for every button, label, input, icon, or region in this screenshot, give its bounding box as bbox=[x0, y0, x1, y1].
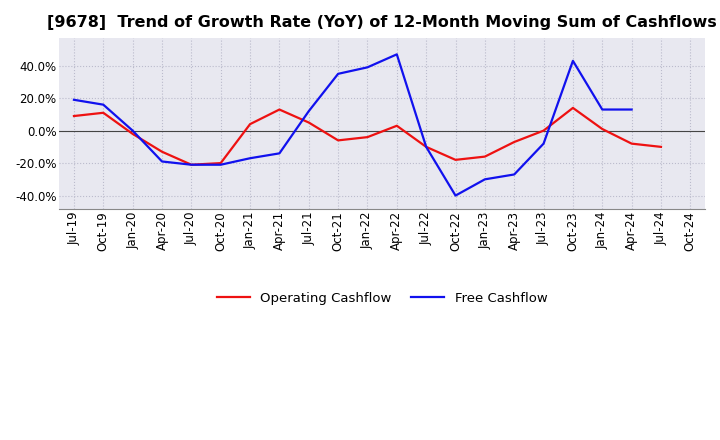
Operating Cashflow bbox=[451, 157, 460, 162]
Operating Cashflow bbox=[246, 121, 254, 127]
Operating Cashflow bbox=[128, 131, 137, 136]
Free Cashflow bbox=[305, 109, 313, 114]
Operating Cashflow bbox=[217, 161, 225, 166]
Operating Cashflow bbox=[539, 128, 548, 133]
Free Cashflow bbox=[334, 71, 343, 77]
Free Cashflow bbox=[627, 107, 636, 112]
Free Cashflow bbox=[539, 141, 548, 146]
Operating Cashflow bbox=[70, 114, 78, 119]
Operating Cashflow bbox=[422, 144, 431, 150]
Free Cashflow bbox=[569, 58, 577, 63]
Free Cashflow bbox=[510, 172, 518, 177]
Free Cashflow bbox=[187, 162, 196, 167]
Free Cashflow bbox=[422, 144, 431, 150]
Operating Cashflow bbox=[480, 154, 489, 159]
Legend: Operating Cashflow, Free Cashflow: Operating Cashflow, Free Cashflow bbox=[212, 287, 553, 310]
Operating Cashflow bbox=[275, 107, 284, 112]
Operating Cashflow bbox=[510, 139, 518, 145]
Operating Cashflow bbox=[334, 138, 343, 143]
Title: [9678]  Trend of Growth Rate (YoY) of 12-Month Moving Sum of Cashflows: [9678] Trend of Growth Rate (YoY) of 12-… bbox=[48, 15, 717, 30]
Free Cashflow bbox=[246, 156, 254, 161]
Free Cashflow bbox=[217, 162, 225, 167]
Free Cashflow bbox=[275, 151, 284, 156]
Free Cashflow bbox=[451, 193, 460, 198]
Operating Cashflow bbox=[305, 120, 313, 125]
Operating Cashflow bbox=[657, 144, 665, 150]
Line: Operating Cashflow: Operating Cashflow bbox=[74, 108, 661, 165]
Free Cashflow bbox=[363, 65, 372, 70]
Operating Cashflow bbox=[598, 126, 606, 132]
Free Cashflow bbox=[598, 107, 606, 112]
Free Cashflow bbox=[158, 159, 166, 164]
Operating Cashflow bbox=[99, 110, 107, 115]
Operating Cashflow bbox=[392, 123, 401, 128]
Operating Cashflow bbox=[363, 135, 372, 140]
Operating Cashflow bbox=[187, 162, 196, 167]
Free Cashflow bbox=[480, 177, 489, 182]
Free Cashflow bbox=[128, 128, 137, 133]
Operating Cashflow bbox=[158, 149, 166, 154]
Operating Cashflow bbox=[627, 141, 636, 146]
Operating Cashflow bbox=[569, 105, 577, 110]
Line: Free Cashflow: Free Cashflow bbox=[74, 55, 631, 195]
Free Cashflow bbox=[99, 102, 107, 107]
Free Cashflow bbox=[392, 52, 401, 57]
Free Cashflow bbox=[70, 97, 78, 103]
